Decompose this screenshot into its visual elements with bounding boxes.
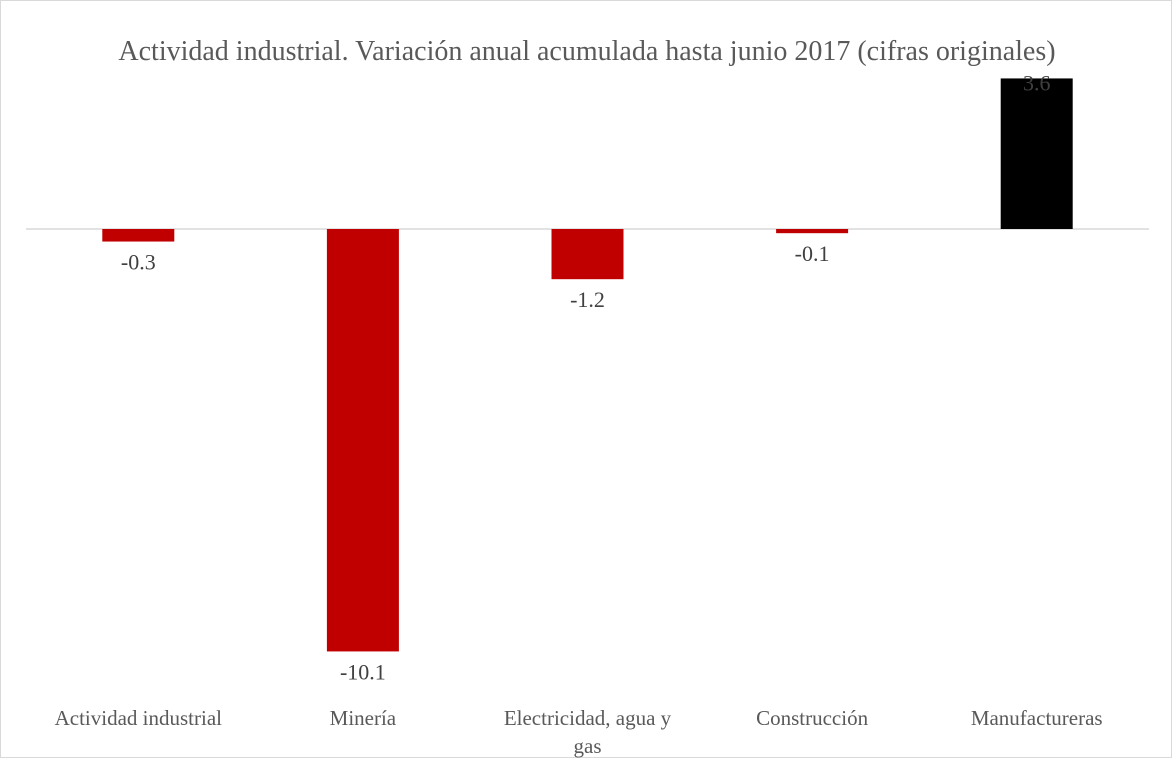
bar (776, 229, 849, 234)
bar (326, 229, 399, 652)
x-tick-label: Electricidad, agua y gas (504, 706, 672, 758)
data-label: -0.1 (795, 241, 830, 266)
x-tick-label: Construcción (756, 706, 868, 730)
data-label: -10.1 (340, 659, 386, 684)
data-label: 3.6 (1023, 70, 1051, 95)
x-tick-label: Minería (330, 706, 397, 730)
x-tick-label: Actividad industrial (55, 706, 223, 730)
chart-title: Actividad industrial. Variación anual ac… (118, 36, 1056, 67)
bar (551, 229, 624, 280)
bar (1000, 78, 1073, 229)
x-tick-label: Manufactureras (971, 706, 1103, 730)
bar (102, 229, 175, 242)
data-label: -1.2 (570, 287, 605, 312)
data-label: -0.3 (121, 250, 156, 275)
